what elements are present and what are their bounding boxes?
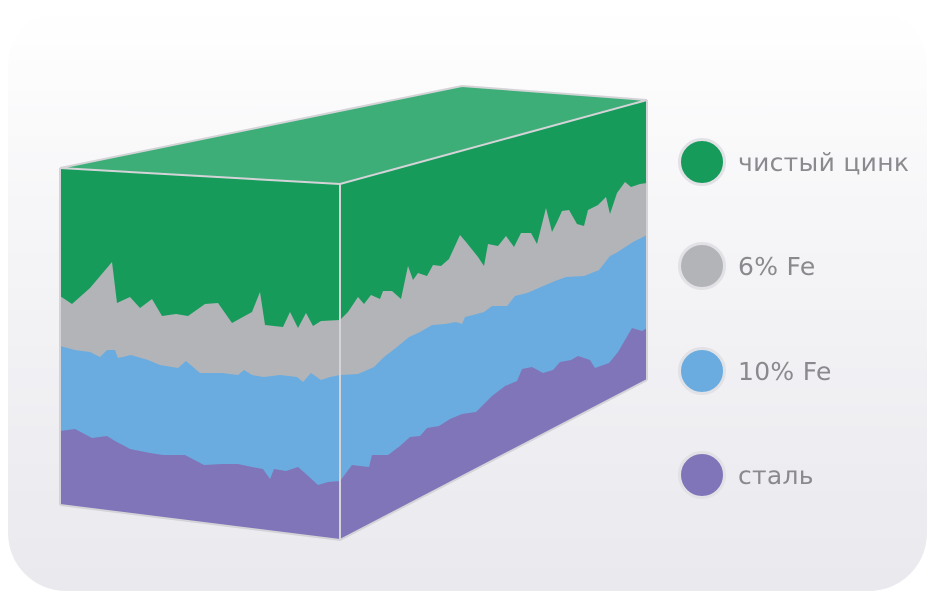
legend-label: чистый цинк	[738, 147, 910, 177]
6fe-swatch-icon	[678, 242, 726, 290]
front-steel-layer	[60, 429, 340, 540]
legend-label: 10% Fe	[738, 356, 832, 386]
legend-label: 6% Fe	[738, 251, 816, 281]
legend-item-pure-zinc: чистый цинк	[678, 138, 909, 186]
pure-zinc-swatch-icon	[678, 138, 726, 186]
legend-item-steel: сталь	[678, 451, 814, 499]
side-steel-layer	[340, 328, 647, 540]
side-face	[340, 100, 647, 540]
legend-item-10fe: 10% Fe	[678, 347, 832, 395]
top-face	[60, 86, 647, 184]
block-edges	[59, 84, 648, 542]
front-face	[60, 168, 340, 540]
legend-label: сталь	[738, 460, 814, 490]
10fe-swatch-icon	[678, 347, 726, 395]
legend-item-6fe: 6% Fe	[678, 242, 816, 290]
steel-swatch-icon	[678, 451, 726, 499]
